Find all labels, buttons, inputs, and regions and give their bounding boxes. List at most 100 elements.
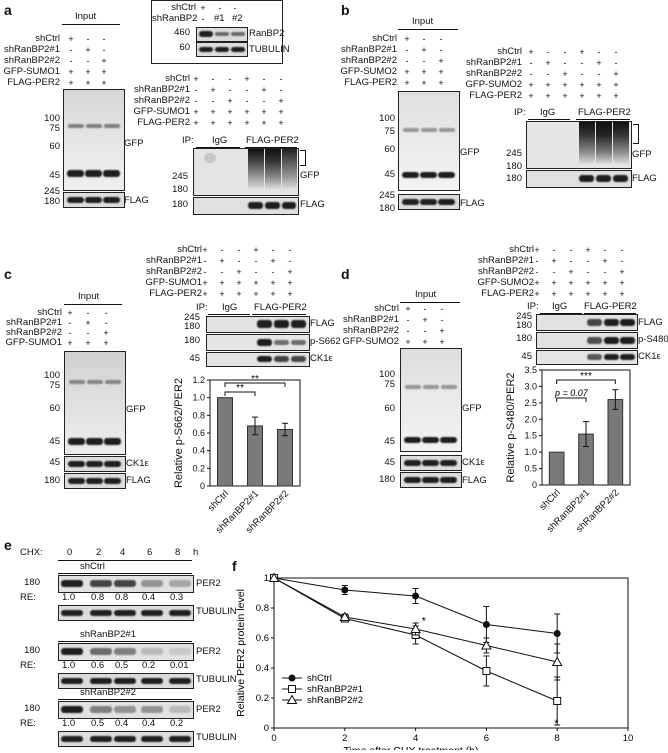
plus-sign: + [602, 289, 608, 299]
minus-sign: - [104, 318, 108, 328]
plus-sign: + [278, 107, 284, 117]
hours-unit: h [193, 547, 199, 558]
mw-label: 245 [44, 186, 60, 197]
ip-label: IP: [527, 301, 539, 312]
minus-sign: - [406, 315, 410, 325]
y-tick-label: 2.5 [524, 398, 537, 408]
plus-sign: + [101, 67, 107, 77]
plus-sign: + [236, 267, 242, 277]
row-label: shCtrl [372, 33, 397, 44]
minus-sign: - [288, 256, 292, 266]
minus-sign: - [288, 245, 292, 255]
blot-input-gfp [63, 89, 125, 191]
plus-sign: + [193, 74, 199, 84]
plus-sign: + [579, 91, 585, 101]
igg-label: IgG [222, 302, 238, 313]
legend-marker [288, 685, 296, 693]
hour-label: 0 [67, 547, 73, 558]
plus-sign: + [585, 245, 591, 255]
minus-sign: - [552, 245, 556, 255]
row-label: shCtrl [165, 73, 190, 84]
row-label: shRanBP2#1 [341, 44, 397, 55]
blot-ip-flag [206, 316, 310, 333]
tubulin-label: TUBULIN [249, 44, 290, 55]
plus-sign: + [585, 289, 591, 299]
row-label: shCtrl [509, 244, 534, 255]
plus-sign: + [85, 67, 91, 77]
blot-ip-flag [536, 314, 638, 331]
ck1e-label: CK1ε [462, 457, 485, 468]
row-label: FLAG-PER2 [7, 77, 60, 88]
panel-letter-f: f [232, 558, 237, 574]
x-tick-label: 8 [555, 733, 560, 744]
row-label: shCtrl [35, 33, 60, 44]
plus-sign: + [270, 278, 276, 288]
group-label: shRanBP2#2 [80, 687, 136, 698]
minus-sign: - [262, 96, 266, 106]
plus-sign: + [210, 107, 216, 117]
y-tick-label: 0 [264, 723, 269, 734]
blot-per2 [58, 701, 194, 719]
lane-label: #1 [214, 13, 225, 24]
plus-sign: + [579, 80, 585, 90]
ck1e-label: CK1ε [310, 353, 333, 364]
flag-label: FLAG [638, 317, 663, 328]
plus-sign: + [287, 267, 293, 277]
mw-label: 180 [172, 199, 188, 210]
plus-sign: + [562, 80, 568, 90]
ck1e-label: CK1ε [126, 458, 149, 469]
plus-sign: + [545, 58, 551, 68]
panel-letter-e: e [4, 537, 12, 553]
plus-sign: + [585, 278, 591, 288]
flag-label: FLAG [462, 475, 487, 486]
plus-sign: + [103, 338, 109, 348]
re-value: 0.8 [91, 592, 105, 603]
minus-sign: - [69, 56, 73, 66]
per2-label: PER2 [196, 578, 221, 589]
minus-sign: - [535, 256, 539, 266]
plus-sign: + [85, 318, 91, 328]
blot-ip-ps480 [536, 332, 638, 349]
mw-label: 180 [379, 203, 395, 214]
mw-label: 100 [44, 370, 60, 381]
minus-sign: - [211, 74, 215, 84]
re-value: 1.0 [62, 718, 76, 729]
flag-label: FLAG [124, 195, 149, 206]
minus-sign: - [586, 267, 590, 277]
minus-sign: - [279, 85, 283, 95]
y-tick-label: 0.6 [192, 428, 205, 438]
mw-label: 180 [24, 703, 40, 714]
minus-sign: - [563, 47, 567, 57]
mw-label: 180 [379, 474, 395, 485]
plus-sign: + [270, 289, 276, 299]
input-label: Input [75, 11, 97, 22]
row-label: shRanBP2#1 [343, 314, 399, 325]
row-label: FLAG-PER2 [149, 288, 202, 299]
plus-sign: + [439, 326, 445, 336]
plus-sign: + [613, 69, 619, 79]
mw-label: 100 [379, 369, 395, 380]
hour-label: 4 [120, 547, 126, 558]
minus-sign: - [86, 308, 90, 318]
minus-sign: - [546, 69, 550, 79]
plus-sign: + [68, 78, 74, 88]
sig-label: ** [236, 383, 244, 394]
minus-sign: - [406, 326, 410, 336]
ck1e-label: CK1ε [638, 351, 661, 362]
plus-sign: + [244, 118, 250, 128]
group-label: shRanBP2#1 [80, 629, 136, 640]
minus-sign: - [220, 267, 224, 277]
mw-label: 60 [49, 403, 60, 414]
flag-label: FLAG [126, 475, 151, 486]
legend-marker [288, 674, 296, 682]
minus-sign: - [603, 245, 607, 255]
y-tick-label: 0.4 [256, 663, 269, 674]
gfp-label: GFP [126, 404, 146, 415]
plus-sign: + [193, 107, 199, 117]
minus-sign: - [580, 58, 584, 68]
plus-sign: + [568, 267, 574, 277]
minus-sign: - [245, 96, 249, 106]
row-label: shRanBP2#2 [343, 325, 399, 336]
plus-sign: + [85, 45, 91, 55]
mw-label: 60 [49, 141, 60, 152]
